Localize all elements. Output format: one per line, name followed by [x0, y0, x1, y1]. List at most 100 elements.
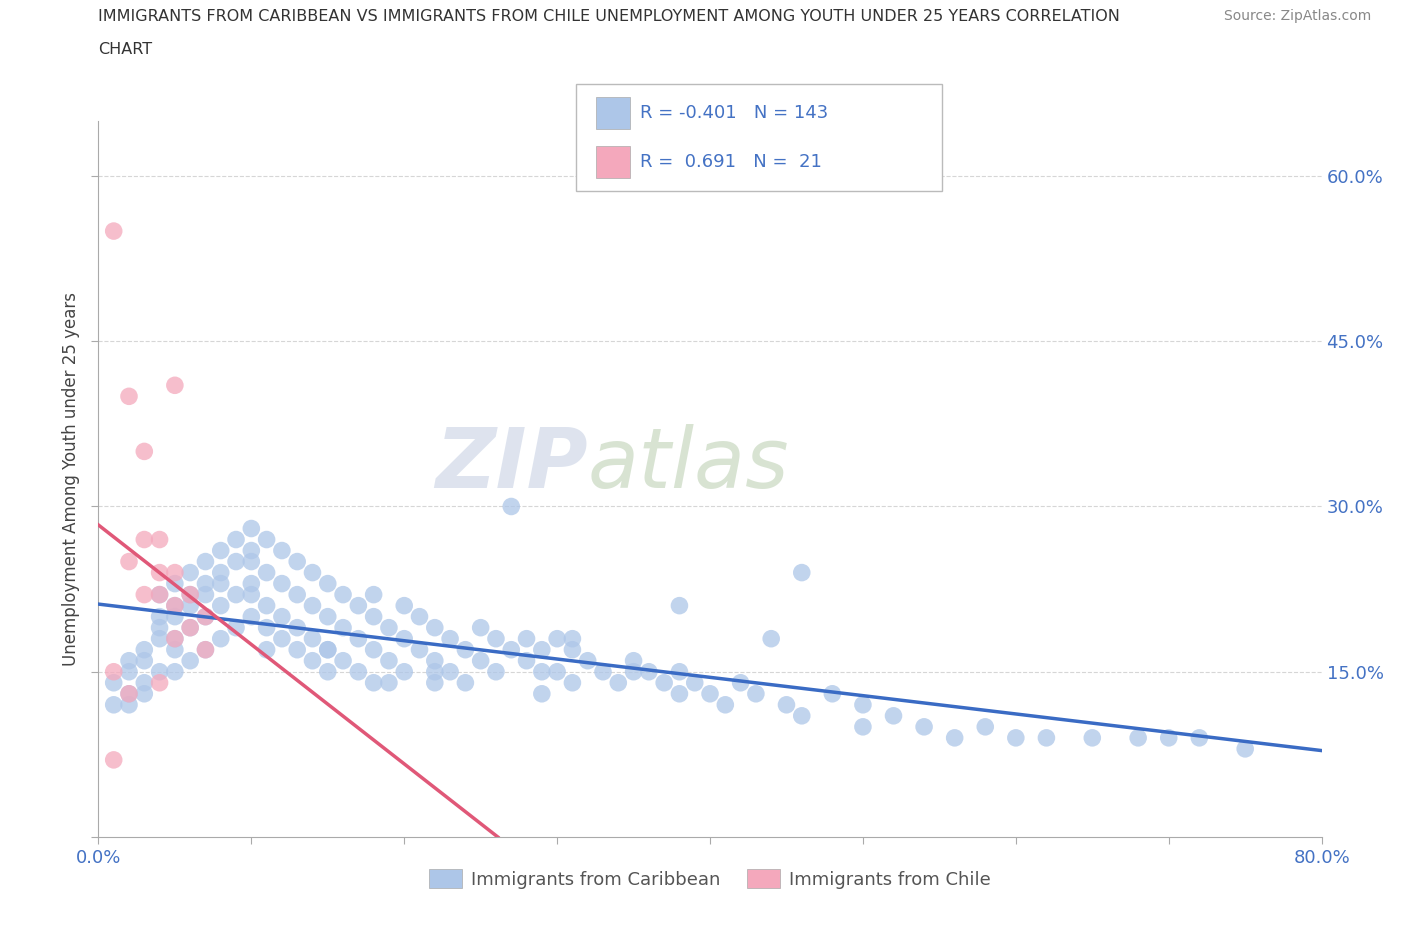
Point — [225, 554, 247, 569]
Point — [316, 643, 339, 658]
Point — [134, 532, 156, 547]
Point — [118, 686, 141, 701]
Point — [240, 577, 263, 591]
Point — [363, 587, 385, 602]
Point — [408, 643, 430, 658]
Point — [943, 730, 966, 745]
Point — [256, 565, 278, 580]
Text: R = -0.401   N = 143: R = -0.401 N = 143 — [640, 104, 828, 122]
Point — [209, 565, 232, 580]
Point — [209, 577, 232, 591]
Point — [408, 609, 430, 624]
Point — [1004, 730, 1026, 745]
Point — [730, 675, 752, 690]
Point — [485, 664, 508, 679]
Point — [485, 631, 508, 646]
Point — [118, 664, 141, 679]
Point — [240, 543, 263, 558]
Point — [149, 532, 172, 547]
Point — [163, 643, 186, 658]
Point — [454, 643, 477, 658]
Point — [347, 664, 370, 679]
Point — [209, 598, 232, 613]
Point — [561, 643, 583, 658]
Point — [194, 643, 217, 658]
Point — [623, 653, 645, 668]
Point — [668, 686, 690, 701]
Point — [316, 577, 339, 591]
Point — [301, 631, 323, 646]
Point — [285, 643, 308, 658]
Point — [392, 598, 416, 613]
Point — [1157, 730, 1180, 745]
Point — [378, 620, 401, 635]
Point — [775, 698, 797, 712]
Point — [561, 675, 583, 690]
Point — [179, 653, 201, 668]
Point — [607, 675, 630, 690]
Legend: Immigrants from Caribbean, Immigrants from Chile: Immigrants from Caribbean, Immigrants fr… — [422, 862, 998, 896]
Point — [668, 664, 690, 679]
Point — [378, 675, 401, 690]
Point — [316, 643, 339, 658]
Point — [683, 675, 706, 690]
Point — [179, 587, 201, 602]
Point — [103, 698, 125, 712]
Point — [194, 643, 217, 658]
Point — [149, 565, 172, 580]
Text: IMMIGRANTS FROM CARIBBEAN VS IMMIGRANTS FROM CHILE UNEMPLOYMENT AMONG YOUTH UNDE: IMMIGRANTS FROM CARIBBEAN VS IMMIGRANTS … — [98, 9, 1121, 24]
Point — [454, 675, 477, 690]
Point — [1234, 741, 1257, 756]
Point — [103, 675, 125, 690]
Point — [623, 664, 645, 679]
Point — [423, 653, 446, 668]
Point — [332, 587, 354, 602]
Point — [240, 587, 263, 602]
Point — [637, 664, 661, 679]
Point — [179, 598, 201, 613]
Point — [332, 620, 354, 635]
Point — [194, 554, 217, 569]
Point — [179, 565, 201, 580]
Point — [974, 720, 997, 735]
Point — [103, 752, 125, 767]
Point — [179, 587, 201, 602]
Point — [149, 587, 172, 602]
Point — [256, 643, 278, 658]
Point — [790, 709, 813, 724]
Point — [316, 664, 339, 679]
Point — [852, 720, 875, 735]
Point — [423, 664, 446, 679]
Point — [163, 631, 186, 646]
Point — [439, 664, 461, 679]
Point — [821, 686, 844, 701]
Point — [883, 709, 905, 724]
Point — [516, 653, 538, 668]
Point — [546, 664, 568, 679]
Point — [347, 631, 370, 646]
Point — [256, 620, 278, 635]
Point — [423, 675, 446, 690]
Point — [470, 620, 492, 635]
Point — [790, 565, 813, 580]
Y-axis label: Unemployment Among Youth under 25 years: Unemployment Among Youth under 25 years — [62, 292, 80, 666]
Point — [163, 577, 186, 591]
Point — [1081, 730, 1104, 745]
Point — [225, 532, 247, 547]
Point — [392, 631, 416, 646]
Point — [149, 609, 172, 624]
Point — [134, 587, 156, 602]
Point — [225, 587, 247, 602]
Text: atlas: atlas — [588, 424, 789, 505]
Point — [285, 620, 308, 635]
Point — [134, 643, 156, 658]
Point — [301, 653, 323, 668]
Point — [179, 620, 201, 635]
Point — [118, 698, 141, 712]
Point — [270, 631, 292, 646]
Point — [561, 631, 583, 646]
Point — [530, 643, 553, 658]
Point — [530, 664, 553, 679]
Point — [285, 554, 308, 569]
Point — [316, 609, 339, 624]
